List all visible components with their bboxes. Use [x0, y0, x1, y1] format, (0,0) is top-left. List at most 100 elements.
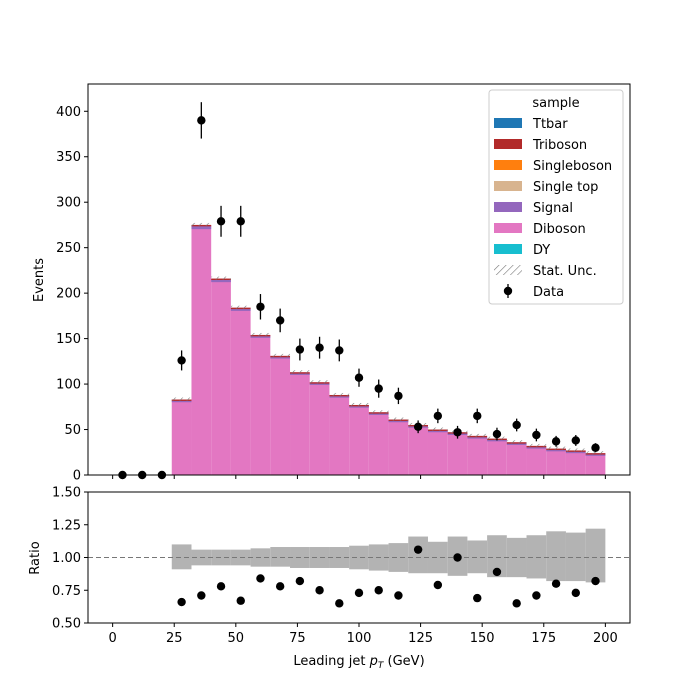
- data-point: [256, 302, 265, 311]
- y-tick-label: 350: [56, 150, 81, 165]
- bar-diboson: [368, 412, 389, 475]
- x-axis-label: Leading jet pT (GeV): [293, 654, 424, 671]
- bar-signal: [585, 454, 606, 456]
- legend-label: Triboson: [532, 138, 587, 153]
- data-point: [492, 429, 502, 439]
- ratio-point: [492, 567, 502, 577]
- ratio-points: [177, 545, 600, 608]
- y-tick-label: 300: [56, 196, 81, 211]
- ratio-panel: 0.50 0.75 1.00 1.25 1.50 0 25 50 75 100 125 150 175…: [28, 486, 631, 646]
- unc-band-bin: [309, 547, 330, 568]
- data-point: [295, 345, 305, 354]
- bar-diboson: [546, 448, 566, 475]
- unc-band-bin: [349, 545, 369, 570]
- bar-signal: [565, 451, 586, 454]
- unc-band-bin: [270, 547, 291, 567]
- ratio-point: [197, 591, 206, 600]
- data-point: [591, 443, 600, 452]
- legend-label: Ttbar: [532, 117, 568, 132]
- stat-unc-hatch: [171, 397, 192, 401]
- data-point: [335, 346, 344, 355]
- y-tick-label: 150: [56, 332, 81, 347]
- ratio-y-tick-label: 1.00: [52, 551, 81, 566]
- y-tick-label: 400: [56, 105, 81, 120]
- ratio-point: [315, 586, 324, 595]
- legend-label: Diboson: [533, 222, 586, 237]
- unc-band-bin: [565, 532, 586, 582]
- data-point: [433, 411, 443, 421]
- data-point: [216, 217, 226, 226]
- stat-unc-hatch: [349, 402, 369, 406]
- data-point: [236, 217, 245, 226]
- bar-signal: [191, 226, 212, 230]
- legend-swatch: [494, 160, 522, 170]
- stat-unc-hatch: [329, 392, 350, 396]
- data-point: [473, 411, 482, 421]
- ratio-point: [453, 553, 462, 562]
- x-tick-label: 125: [408, 631, 433, 646]
- legend-label: Singleboson: [533, 159, 612, 174]
- ratio-point: [394, 591, 403, 600]
- ratio-point: [591, 576, 600, 586]
- legend-swatch: [494, 223, 522, 233]
- ratio-point: [571, 588, 580, 598]
- ratio-point: [354, 588, 364, 598]
- legend-marker: [503, 286, 513, 296]
- x-axis: 0 25 50 75 100 125 150 175 200: [108, 623, 618, 646]
- bar-signal: [250, 336, 271, 338]
- data-point: [177, 356, 186, 365]
- legend-entry: Single top: [494, 180, 598, 195]
- ratio-point: [236, 596, 245, 605]
- ratio-point: [512, 599, 521, 608]
- legend-box: [488, 89, 624, 305]
- bar-diboson: [329, 394, 350, 475]
- legend-label: Single top: [533, 180, 598, 195]
- unc-band-bin: [585, 528, 606, 583]
- stat-unc-hatch: [250, 332, 271, 336]
- main-ylabel: Events: [32, 258, 47, 302]
- x-tick-label: 175: [531, 631, 556, 646]
- legend-label: Stat. Unc.: [533, 264, 597, 279]
- y-tick-label: 250: [56, 241, 81, 256]
- bar-diboson: [349, 404, 369, 475]
- ratio-point: [551, 579, 561, 588]
- bar-diboson: [309, 382, 330, 475]
- stat-unc-hatch: [270, 353, 291, 357]
- bar-diboson: [487, 438, 507, 475]
- stat-unc-hatch: [526, 443, 547, 447]
- x-tick-label: 100: [347, 631, 372, 646]
- bar-signal: [487, 439, 507, 442]
- legend-entry: Ttbar: [494, 117, 568, 132]
- stat-unc-hatch: [230, 305, 251, 309]
- y-tick-label: 200: [56, 287, 81, 302]
- bar-diboson: [211, 278, 231, 475]
- ratio-y-axis: 0.50 0.75 1.00 1.25 1.50: [52, 486, 88, 632]
- legend-swatch: [494, 181, 522, 191]
- legend-entry: Data: [503, 284, 564, 300]
- legend-entry: Triboson: [494, 138, 587, 153]
- unc-band-bin: [388, 543, 409, 572]
- x-tick-label: 25: [166, 631, 183, 646]
- uncertainty-band: [171, 528, 606, 583]
- unc-band-bin: [408, 536, 428, 574]
- data-points: [118, 102, 600, 480]
- bar-diboson: [506, 442, 527, 475]
- ratio-point: [177, 597, 186, 607]
- stat-unc-hatch: [467, 433, 488, 437]
- bar-diboson: [526, 445, 547, 475]
- ratio-point: [413, 545, 423, 554]
- ratio-point: [473, 593, 482, 603]
- bar-signal: [171, 400, 192, 403]
- stat-unc-hatch: [368, 410, 389, 414]
- main-x-axis-ticks: [112, 475, 606, 479]
- ratio-point: [256, 574, 265, 583]
- y-tick-label: 100: [56, 378, 81, 393]
- data-point: [197, 116, 206, 125]
- data-point: [551, 437, 561, 446]
- bar-diboson: [427, 429, 448, 475]
- unc-band-bin: [467, 540, 488, 574]
- ratio-point: [275, 582, 285, 591]
- bar-signal: [349, 406, 369, 408]
- unc-band-bin: [427, 541, 448, 574]
